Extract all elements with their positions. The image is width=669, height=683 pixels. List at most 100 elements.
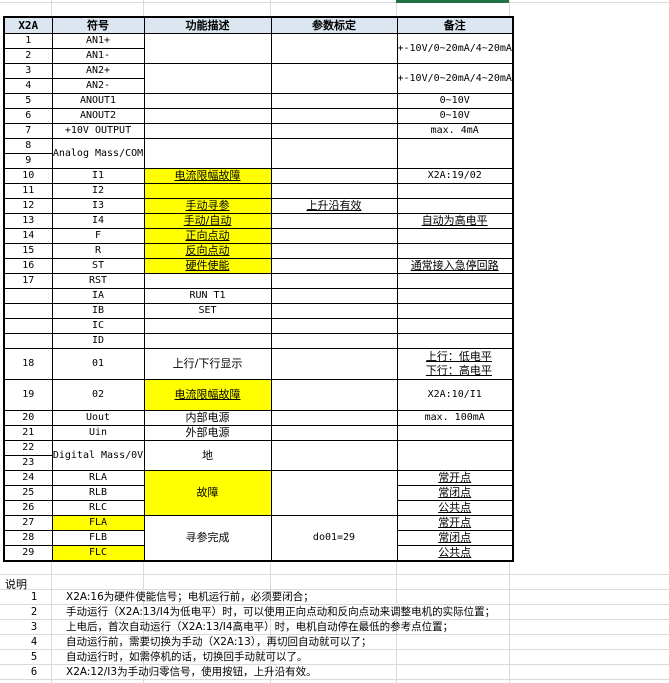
cell-pin[interactable]: 7 (3, 123, 53, 139)
cell-remark[interactable] (396, 198, 514, 214)
cell-remark[interactable]: 0~10V (396, 93, 514, 109)
cell-function[interactable]: 手动寻参 (143, 198, 272, 214)
cell-remark[interactable]: 常闭点 (396, 485, 514, 501)
cell-symbol[interactable]: FLA (51, 515, 145, 531)
cell-function[interactable] (143, 33, 272, 64)
cell-remark[interactable] (396, 288, 514, 304)
cell-function[interactable] (143, 318, 272, 334)
cell-param[interactable] (270, 228, 398, 244)
cell-pin[interactable]: 22 (3, 440, 53, 456)
cell-pin[interactable]: 27 (3, 515, 53, 531)
cell-pin[interactable]: 8 (3, 138, 53, 154)
cell-param[interactable] (270, 123, 398, 139)
cell-remark[interactable]: 公共点 (396, 545, 514, 561)
cell-function[interactable]: 电流限幅故障 (143, 379, 272, 411)
cell-param[interactable] (270, 288, 398, 304)
cell-pin[interactable]: 23 (3, 455, 53, 471)
cell-pin[interactable]: 18 (3, 348, 53, 380)
cell-remark[interactable]: 常开点 (396, 470, 514, 486)
cell-symbol[interactable]: 01 (51, 348, 145, 380)
cell-pin[interactable]: 16 (3, 258, 53, 274)
cell-pin[interactable]: 1 (3, 33, 53, 49)
cell-function[interactable]: SET (143, 303, 272, 319)
cell-param[interactable] (270, 410, 398, 426)
cell-symbol[interactable]: FLC (51, 545, 145, 561)
cell-symbol[interactable]: IB (51, 303, 145, 319)
cell-remark[interactable] (396, 440, 514, 471)
cell-param[interactable] (270, 470, 398, 516)
cell-remark[interactable] (396, 333, 514, 349)
header-pin[interactable]: X2A (3, 16, 53, 34)
header-remark[interactable]: 备注 (396, 16, 514, 34)
cell-pin[interactable]: 14 (3, 228, 53, 244)
cell-symbol[interactable]: I2 (51, 183, 145, 199)
cell-pin[interactable]: 26 (3, 500, 53, 516)
cell-param[interactable]: 上升沿有效 (270, 198, 398, 214)
cell-pin[interactable]: 11 (3, 183, 53, 199)
cell-symbol[interactable]: RST (51, 273, 145, 289)
cell-symbol[interactable]: I4 (51, 213, 145, 229)
cell-symbol[interactable]: AN2+ (51, 63, 145, 79)
cell-remark[interactable]: 公共点 (396, 500, 514, 516)
notes-title[interactable]: 说明 (5, 578, 27, 591)
cell-symbol[interactable]: IA (51, 288, 145, 304)
cell-function[interactable]: 电流限幅故障 (143, 168, 272, 184)
cell-function[interactable]: 反向点动 (143, 243, 272, 259)
cell-symbol[interactable]: AN2- (51, 78, 145, 94)
cell-symbol[interactable]: FLB (51, 530, 145, 546)
cell-param[interactable] (270, 63, 398, 94)
cell-pin[interactable] (3, 303, 53, 319)
cell-symbol[interactable]: I1 (51, 168, 145, 184)
cell-pin[interactable]: 5 (3, 93, 53, 109)
cell-remark[interactable]: 常闭点 (396, 530, 514, 546)
cell-pin[interactable]: 19 (3, 379, 53, 411)
cell-pin[interactable]: 20 (3, 410, 53, 426)
cell-remark[interactable]: +-10V/0~20mA/4~20mA (396, 63, 514, 94)
cell-pin[interactable]: 4 (3, 78, 53, 94)
cell-symbol[interactable]: Analog Mass/COM (51, 138, 145, 169)
cell-param[interactable] (270, 183, 398, 199)
cell-symbol[interactable]: +10V OUTPUT (51, 123, 145, 139)
cell-param[interactable] (270, 273, 398, 289)
cell-symbol[interactable]: ID (51, 333, 145, 349)
cell-param[interactable] (270, 379, 398, 411)
cell-remark[interactable]: 上行：低电平 下行：高电平 (396, 348, 514, 380)
cell-symbol[interactable]: I3 (51, 198, 145, 214)
cell-param[interactable] (270, 243, 398, 259)
cell-symbol[interactable]: Uout (51, 410, 145, 426)
cell-param[interactable] (270, 425, 398, 441)
cell-symbol[interactable]: RLC (51, 500, 145, 516)
cell-pin[interactable]: 24 (3, 470, 53, 486)
cell-function[interactable] (143, 123, 272, 139)
cell-param[interactable] (270, 303, 398, 319)
cell-function[interactable] (143, 138, 272, 169)
cell-pin[interactable] (3, 288, 53, 304)
cell-pin[interactable]: 13 (3, 213, 53, 229)
cell-symbol[interactable]: ANOUT2 (51, 108, 145, 124)
cell-param[interactable] (270, 440, 398, 471)
cell-symbol[interactable]: AN1- (51, 48, 145, 64)
cell-function[interactable] (143, 63, 272, 94)
cell-symbol[interactable]: R (51, 243, 145, 259)
cell-symbol[interactable]: ANOUT1 (51, 93, 145, 109)
cell-param[interactable] (270, 138, 398, 169)
cell-function[interactable] (143, 183, 272, 199)
cell-symbol[interactable]: Digital Mass/0V (51, 440, 145, 471)
cell-function[interactable] (143, 273, 272, 289)
cell-function[interactable]: 故障 (143, 470, 272, 516)
cell-remark[interactable] (396, 138, 514, 169)
cell-param[interactable] (270, 213, 398, 229)
cell-function[interactable]: 地 (143, 440, 272, 471)
cell-pin[interactable]: 17 (3, 273, 53, 289)
cell-symbol[interactable]: RLA (51, 470, 145, 486)
cell-pin[interactable]: 28 (3, 530, 53, 546)
cell-remark[interactable]: max. 4mA (396, 123, 514, 139)
cell-function[interactable]: 上行/下行显示 (143, 348, 272, 380)
cell-pin[interactable]: 15 (3, 243, 53, 259)
cell-function[interactable]: 内部电源 (143, 410, 272, 426)
cell-pin[interactable]: 12 (3, 198, 53, 214)
cell-remark[interactable] (396, 273, 514, 289)
cell-function[interactable]: 寻参完成 (143, 515, 272, 561)
cell-pin[interactable]: 29 (3, 545, 53, 561)
cell-param[interactable] (270, 348, 398, 380)
